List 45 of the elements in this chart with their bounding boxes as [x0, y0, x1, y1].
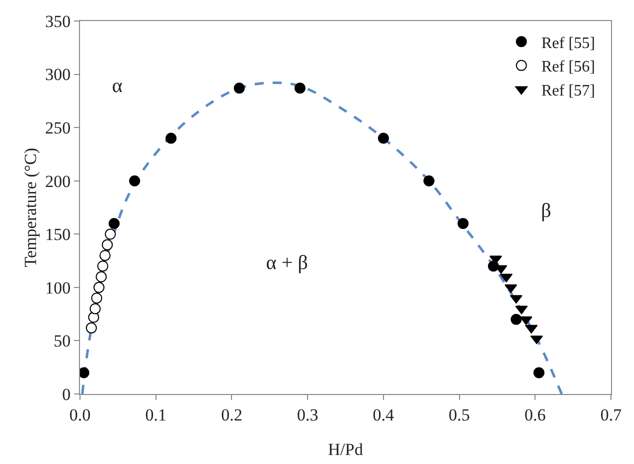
point	[97, 260, 108, 272]
point	[108, 218, 120, 229]
annotation: β	[541, 200, 552, 222]
x-tick-label: 0.3	[296, 405, 318, 424]
y-axis-title: Temperature (°C)	[21, 148, 40, 268]
x-tick-label: 0.4	[372, 405, 395, 424]
point	[378, 132, 389, 144]
point	[533, 367, 544, 378]
y-tick-label: 150	[45, 225, 71, 244]
x-tick-label: 0.6	[524, 405, 546, 424]
point	[90, 303, 101, 314]
point	[96, 271, 107, 282]
point	[100, 250, 111, 261]
point	[86, 322, 97, 334]
line-series	[81, 81, 563, 394]
y-tick-label: 100	[45, 278, 71, 298]
legend-label: Ref [57]	[541, 82, 596, 100]
point	[510, 314, 522, 325]
point	[166, 132, 177, 144]
point	[294, 82, 306, 94]
point	[129, 175, 140, 186]
y-tick-label: 350	[45, 12, 71, 31]
point	[104, 228, 116, 240]
point	[93, 282, 104, 293]
x-tick-label: 0.0	[69, 405, 91, 424]
annotation: α	[112, 75, 123, 97]
x-axis-title: H/Pd	[328, 440, 364, 459]
annotation: α + β	[266, 252, 308, 274]
x-tick-label: 0.7	[600, 405, 622, 424]
y-tick-label: 50	[54, 332, 71, 351]
point	[102, 239, 113, 250]
x-tick-label: 0.1	[145, 405, 166, 424]
point	[234, 82, 245, 94]
point	[88, 312, 100, 323]
y-tick-label: 250	[45, 118, 71, 138]
x-tick-label: 0.5	[448, 405, 470, 424]
legend-label: Ref [55]	[541, 34, 596, 52]
legend-label: Ref [56]	[541, 58, 596, 76]
y-tick-label: 0	[62, 384, 71, 404]
point	[91, 292, 102, 304]
point	[423, 175, 434, 186]
y-tick-label: 200	[45, 172, 71, 191]
x-tick-label: 0.2	[221, 405, 242, 424]
y-tick-label: 300	[45, 65, 71, 84]
point	[458, 218, 469, 229]
